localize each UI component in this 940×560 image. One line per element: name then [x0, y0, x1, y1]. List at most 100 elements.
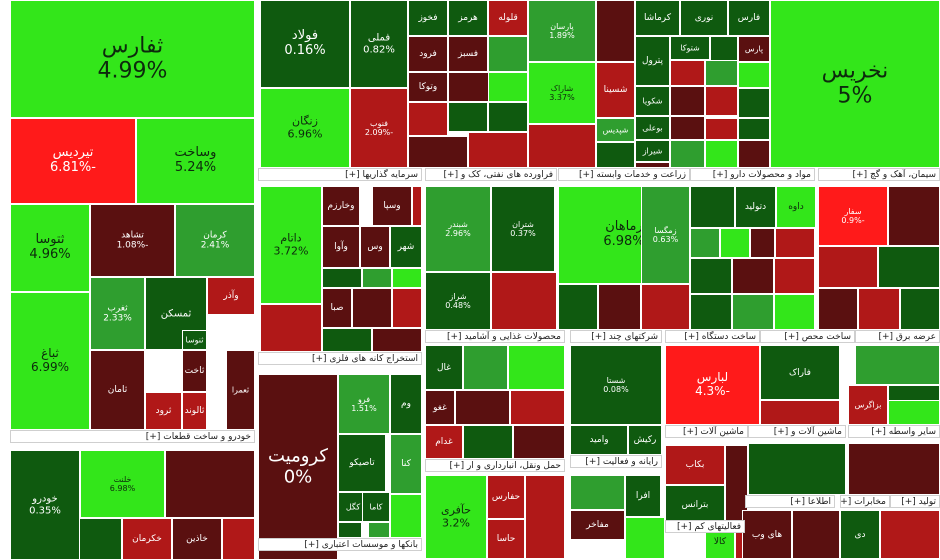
treemap-tile[interactable]: ثرود [145, 392, 182, 430]
treemap-tile[interactable]: سفار -0.9% [818, 186, 888, 246]
treemap-tile[interactable]: پارس [738, 36, 770, 62]
treemap-tile[interactable]: بزاگرس [848, 385, 888, 425]
treemap-tile[interactable]: قلوله [488, 0, 528, 36]
treemap-tile[interactable]: ثاخت [182, 350, 207, 392]
sector-header[interactable]: ساخت محص [+] [760, 330, 855, 343]
sector-header[interactable]: حمل ونقل، انبارداری و ار [+] [425, 459, 565, 472]
treemap-tile[interactable]: فارس [728, 0, 770, 36]
treemap-tile[interactable]: تاصیکو [338, 434, 386, 492]
treemap-tile[interactable]: شهر [390, 226, 422, 268]
treemap-tile[interactable]: وآذر [207, 277, 255, 315]
treemap-tile[interactable]: شکویا [635, 86, 670, 116]
treemap-tile[interactable]: شپدیس [596, 118, 635, 142]
treemap-tile[interactable]: ثباغ 6.99% [10, 292, 90, 430]
treemap-tile[interactable]: شتوکا [670, 36, 710, 60]
treemap-tile[interactable]: داتام 3.72% [260, 186, 322, 304]
treemap-tile[interactable]: های وب [742, 510, 792, 559]
sector-header[interactable]: رایانه و فعالیت [+] [570, 455, 662, 468]
treemap-tile[interactable]: وم [390, 374, 422, 434]
treemap-tile[interactable]: حآفری 3.2% [425, 475, 487, 559]
treemap-tile[interactable]: غغو [425, 390, 455, 425]
treemap-tile[interactable]: شراز 0.48% [425, 272, 491, 330]
sector-header[interactable]: ماشین آلات و [+] [748, 425, 846, 438]
treemap-tile[interactable]: دی [840, 510, 880, 559]
treemap-tile[interactable]: تشاهد -1.08% [90, 204, 175, 277]
treemap-tile[interactable]: وسپا [372, 186, 412, 226]
treemap-tile[interactable]: داوه [776, 186, 816, 228]
treemap-tile[interactable]: غال [425, 345, 463, 390]
treemap-tile[interactable]: بوعلی [635, 116, 670, 140]
treemap-tile[interactable]: دتولید [735, 186, 776, 228]
sector-header[interactable]: ماشین آلات [+] [665, 425, 748, 438]
sector-header[interactable]: ساخت دستگاه [+] [665, 330, 760, 343]
treemap-tile[interactable]: کنا [390, 434, 422, 494]
treemap-tile[interactable]: فرو 1.51% [338, 374, 390, 434]
treemap-tile[interactable]: شاراک 3.37% [528, 62, 596, 124]
treemap-tile[interactable]: ثنوسا [182, 330, 207, 350]
sector-header[interactable]: شرکتهای چند [+] [570, 330, 662, 343]
treemap-tile[interactable]: ثتوسا 4.96% [10, 204, 90, 292]
treemap-tile[interactable]: وخارزم [322, 186, 360, 226]
treemap-tile[interactable]: صبا [322, 288, 352, 328]
treemap-tile[interactable]: غدام [425, 425, 463, 459]
sector-header[interactable]: بانکها و موسسات اعتباری [+] [258, 538, 422, 551]
treemap-tile[interactable]: شبندر 2.96% [425, 186, 491, 272]
treemap-tile[interactable]: لبارس -4.3% [665, 345, 760, 425]
sector-header[interactable]: خودرو و ساخت قطعات [+] [10, 430, 255, 443]
treemap-tile[interactable]: پارسان 1.89% [528, 0, 596, 62]
treemap-tile[interactable]: فخوز [408, 0, 448, 36]
treemap-tile[interactable]: فسبز [448, 36, 488, 72]
treemap-tile[interactable]: شستا 0.08% [570, 345, 662, 425]
treemap-tile[interactable]: تیردیس -6.81% [10, 118, 136, 204]
treemap-tile[interactable]: کرومیت 0% [258, 374, 338, 560]
treemap-tile[interactable]: خکرمان [122, 518, 172, 560]
treemap-tile[interactable]: رکیش [628, 425, 662, 455]
treemap-tile[interactable]: زنگان 6.96% [260, 88, 350, 168]
treemap-tile[interactable]: خاذین [172, 518, 222, 560]
sector-header[interactable]: سیمان، آهک و گچ [+] [818, 168, 940, 181]
treemap-tile[interactable]: فملی 0.82% [350, 0, 408, 88]
treemap-tile[interactable]: فرود [408, 36, 448, 72]
treemap-tile[interactable]: بکاب [665, 445, 725, 485]
treemap-tile[interactable]: خلنت 6.98% [80, 450, 165, 518]
treemap-tile[interactable]: زمگسا 0.63% [641, 186, 690, 284]
sector-header[interactable]: فعالیتهای کم [+] [665, 520, 745, 533]
treemap-tile[interactable]: شتران 0.37% [491, 186, 555, 272]
sector-header[interactable]: مواد و محصولات دارو [+] [690, 168, 815, 181]
treemap-tile[interactable]: بترانس [665, 485, 725, 525]
treemap-tile[interactable]: وآوا [322, 226, 360, 268]
sector-header[interactable]: فراورده های نفتی، کک و [+] [425, 168, 557, 181]
treemap-tile[interactable]: وامید [570, 425, 628, 455]
treemap-tile[interactable]: مفاخر [570, 510, 625, 540]
treemap-tile[interactable]: شیراز [635, 140, 670, 162]
treemap-tile[interactable]: ثعمرا [226, 350, 255, 430]
sector-header[interactable]: استخراج کانه های فلزی [+] [258, 352, 422, 365]
sector-header[interactable]: اطلاعا [+] [745, 495, 835, 508]
treemap-tile[interactable]: خودرو 0.35% [10, 450, 80, 560]
treemap-tile[interactable]: نخریس 5% [770, 0, 940, 168]
treemap-tile[interactable]: کرمان 2.41% [175, 204, 255, 277]
sector-header[interactable]: عرضه برق [+] [855, 330, 940, 343]
sector-header[interactable]: زراعت و خدمات وابسته [+] [558, 168, 690, 181]
treemap-tile[interactable]: وتوکا [408, 72, 448, 102]
treemap-tile[interactable]: ثفارس 4.99% [10, 0, 255, 118]
treemap-tile[interactable]: کاما [362, 492, 390, 522]
sector-header[interactable]: سایر واسطه [+] [848, 425, 940, 438]
treemap-tile[interactable]: فولاد 0.16% [260, 0, 350, 88]
treemap-tile[interactable]: نوری [680, 0, 728, 36]
treemap-tile[interactable]: حاسا [487, 519, 525, 559]
treemap-tile[interactable]: فنوب -2.09% [350, 88, 408, 168]
treemap-tile[interactable]: حفارس [487, 475, 525, 519]
treemap-tile[interactable]: هرمز [448, 0, 488, 36]
sector-header[interactable]: مخابرات [+] [840, 495, 890, 508]
treemap-tile[interactable]: وس [360, 226, 390, 268]
treemap-tile[interactable]: ثامان [90, 350, 145, 430]
treemap-tile[interactable]: شسینا [596, 62, 635, 118]
treemap-tile[interactable]: ثالوند [182, 392, 207, 430]
sector-header[interactable]: سرمایه گذاریها [+] [258, 168, 422, 181]
treemap-tile[interactable]: ثغرب 2.33% [90, 277, 145, 350]
sector-header[interactable]: محصولات غذایی و آشامید [+] [425, 330, 565, 343]
treemap-tile[interactable]: فاراک [760, 345, 840, 400]
treemap-tile[interactable]: پترول [635, 36, 670, 86]
treemap-tile[interactable]: وساخت 5.24% [136, 118, 255, 204]
